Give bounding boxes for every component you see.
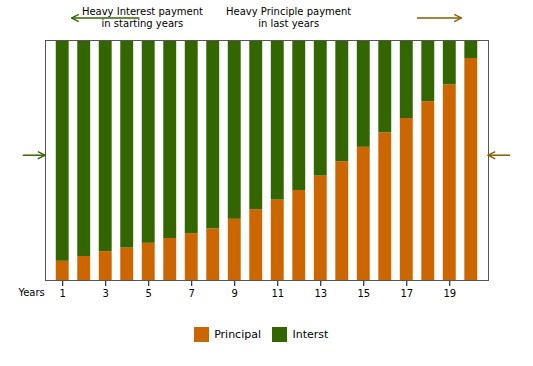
svg-text:5: 5	[146, 288, 152, 299]
svg-text:7: 7	[189, 288, 195, 299]
html-text:Heavy Interest payment: Heavy Interest payment	[81, 6, 203, 17]
svg-text:1: 1	[60, 288, 66, 299]
svg-text:17: 17	[400, 288, 413, 299]
svg-text:19: 19	[443, 288, 456, 299]
html-text:in starting years: in starting years	[101, 18, 184, 29]
svg-text:Heavy Principle paymentin last: Heavy Principle paymentin last years	[226, 6, 351, 29]
html-text:Principal: Principal	[214, 328, 261, 341]
svg-text:9: 9	[232, 288, 238, 299]
svg-text:3: 3	[103, 288, 109, 299]
svg-text:15: 15	[357, 288, 370, 299]
svg-text:13: 13	[314, 288, 327, 299]
svg-text:11: 11	[271, 288, 284, 299]
html-text:Interst: Interst	[292, 328, 329, 341]
svg-text:Years: Years	[17, 287, 44, 298]
